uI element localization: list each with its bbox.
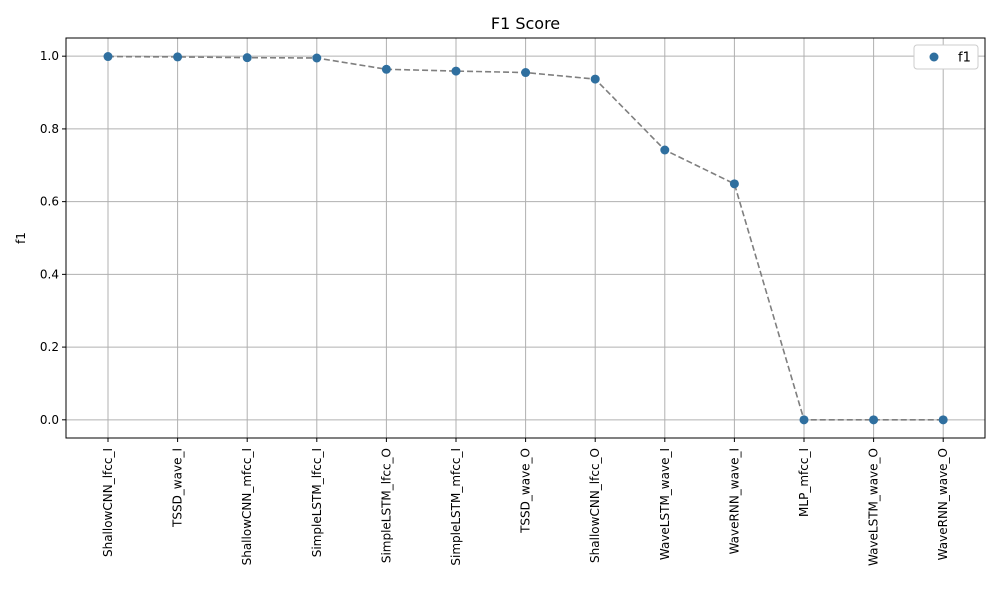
data-point	[799, 415, 809, 425]
data-point	[242, 53, 252, 63]
data-point	[381, 64, 391, 74]
x-tick-label: WaveRNN_wave_O	[936, 448, 950, 560]
x-tick-label: ShallowCNN_lfcc_O	[588, 448, 602, 563]
data-point	[660, 145, 670, 155]
x-tick-label: WaveRNN_wave_I	[727, 448, 741, 554]
data-point	[173, 52, 183, 62]
legend: f1	[913, 44, 979, 70]
legend-marker	[929, 52, 939, 62]
grid-layer	[66, 38, 985, 438]
y-tick-label: 0.4	[40, 267, 59, 281]
x-tick-label: SimpleLSTM_lfcc_I	[310, 448, 324, 557]
chart-title: F1 Score	[491, 14, 560, 33]
data-point	[590, 74, 600, 84]
data-point	[103, 52, 113, 62]
data-point	[869, 415, 879, 425]
axis-layer: ShallowCNN_lfcc_I TSSD_wave_I ShallowCNN_m…	[40, 49, 950, 566]
data-point	[312, 53, 322, 63]
x-tick-label: WaveLSTM_wave_O	[867, 448, 881, 566]
data-point	[451, 66, 461, 76]
y-axis-label: f1	[14, 232, 28, 244]
legend-label: f1	[958, 51, 971, 66]
y-tick-label: 0.8	[40, 122, 59, 136]
x-tick-label: TSSD_wave_O	[519, 448, 533, 534]
y-tick-label: 0.6	[40, 195, 59, 209]
data-point	[521, 68, 531, 78]
x-tick-label: ShallowCNN_lfcc_I	[101, 448, 115, 557]
marker-layer	[103, 52, 948, 425]
y-tick-label: 0.0	[40, 413, 59, 427]
x-tick-label: TSSD_wave_I	[171, 448, 185, 528]
x-tick-label: MLP_mfcc_I	[797, 448, 811, 517]
x-tick-label: SimpleLSTM_mfcc_I	[449, 448, 463, 566]
y-tick-label: 0.2	[40, 340, 59, 354]
x-tick-label: SimpleLSTM_lfcc_O	[379, 448, 393, 563]
legend-box	[913, 44, 979, 70]
data-point	[729, 179, 739, 189]
x-tick-label: WaveLSTM_wave_I	[658, 448, 672, 560]
y-tick-label: 1.0	[40, 49, 59, 63]
x-tick-label: ShallowCNN_mfcc_I	[240, 448, 254, 565]
data-point	[938, 415, 948, 425]
